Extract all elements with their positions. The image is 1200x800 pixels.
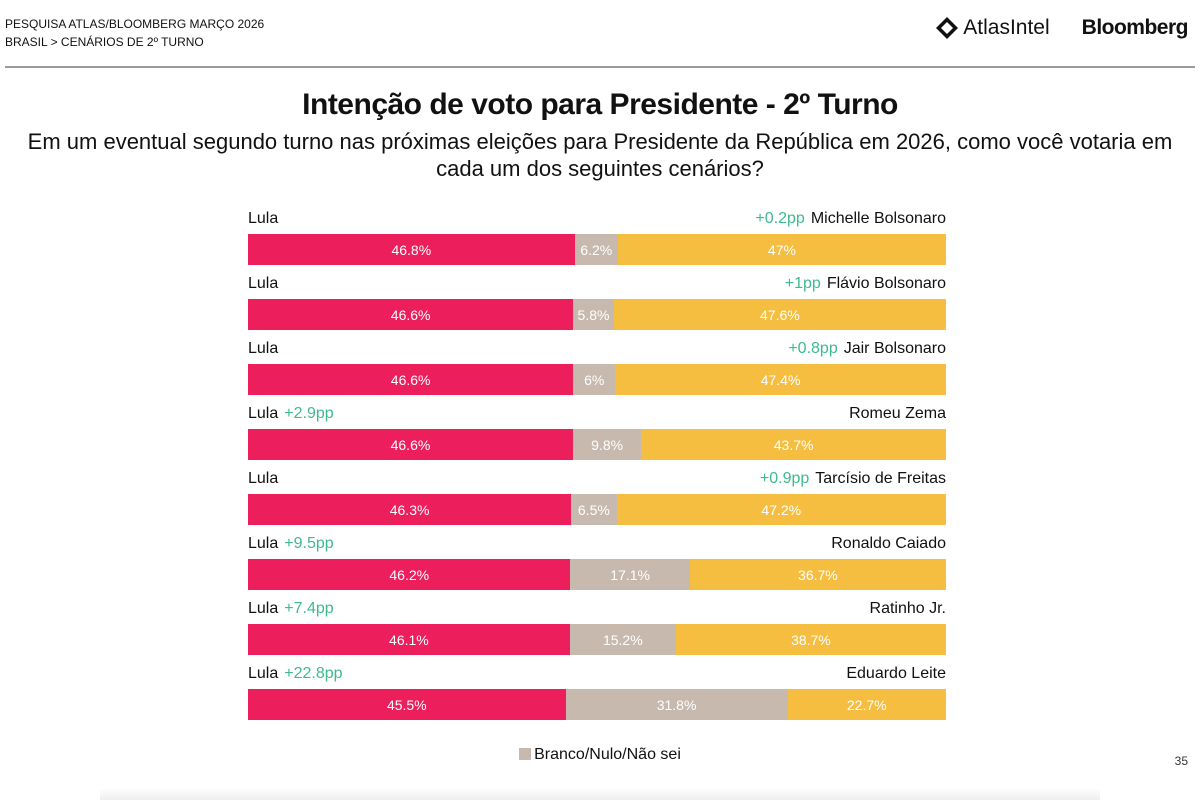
chart-subtitle: Em um eventual segundo turno nas próxima…	[27, 129, 1173, 181]
left-candidate: Lula +2.9pp	[248, 403, 340, 425]
bar-segment-lula: 46.6%	[248, 364, 574, 395]
bar-segment-blank: 6.2%	[574, 234, 618, 265]
stacked-bar: 45.5% 31.8% 22.7%	[248, 689, 946, 720]
right-candidate: +1pp Flávio Bolsonaro	[779, 273, 946, 295]
page-number: 35	[1174, 754, 1188, 768]
right-candidate: +0.9pp Tarcísio de Freitas	[754, 468, 946, 490]
scenario-row: Lula +2.9pp Romeu Zema 46.6% 9.8% 43.7%	[248, 403, 946, 463]
bottom-shadow	[100, 788, 1100, 800]
right-candidate: Romeu Zema	[849, 403, 946, 425]
logos: AtlasIntel Bloomberg	[935, 16, 1189, 40]
right-candidate: Ratinho Jr.	[870, 598, 946, 620]
breadcrumb: BRASIL > CENÁRIOS DE 2º TURNO	[5, 35, 204, 49]
right-candidate-name: Ratinho Jr.	[869, 600, 946, 617]
right-candidate-name: Flávio Bolsonaro	[826, 275, 946, 292]
stacked-bar: 46.3% 6.5% 47.2%	[248, 494, 946, 525]
right-candidate-name: Ronaldo Caiado	[831, 535, 946, 552]
scenario-row: Lula +0.9pp Tarcísio de Freitas 46.3% 6.5% 4…	[248, 468, 946, 528]
right-candidate-name: Romeu Zema	[849, 405, 946, 422]
atlasintel-logo: AtlasIntel	[935, 16, 1050, 40]
bar-segment-lula: 46.3%	[248, 494, 572, 525]
legend-label: Branco/Nulo/Não sei	[534, 746, 681, 763]
right-candidate-name: Eduardo Leite	[846, 665, 946, 682]
left-candidate: Lula +22.8pp	[248, 663, 349, 685]
left-candidate-name: Lula	[248, 535, 279, 552]
left-candidate: Lula	[248, 208, 278, 230]
bar-segment-opponent: 47%	[617, 234, 946, 265]
scenario-row: Lula +1pp Flávio Bolsonaro 46.6% 5.8% 47.6%	[248, 273, 946, 333]
left-candidate-name: Lula	[248, 275, 279, 292]
left-candidate-name: Lula	[248, 470, 279, 487]
survey-title: PESQUISA ATLAS/BLOOMBERG MARÇO 2026	[5, 17, 265, 31]
bar-segment-blank: 6%	[573, 364, 616, 395]
lead-label: +0.2pp	[755, 210, 805, 227]
bar-segment-lula: 46.2%	[248, 559, 571, 590]
right-candidate-name: Michelle Bolsonaro	[810, 210, 946, 227]
lead-label: +1pp	[784, 275, 821, 292]
left-candidate-name: Lula	[248, 405, 279, 422]
legend-swatch-blank	[519, 748, 532, 760]
lead-label: +7.4pp	[284, 600, 334, 617]
atlasintel-logo-icon	[936, 17, 959, 39]
lead-label: +22.8pp	[284, 665, 343, 682]
bar-segment-opponent: 47.2%	[616, 494, 946, 525]
stacked-bar: 46.2% 17.1% 36.7%	[248, 559, 946, 590]
bar-segment-lula: 46.6%	[248, 299, 574, 330]
stacked-bar: 46.8% 6.2% 47%	[248, 234, 946, 265]
right-candidate: Eduardo Leite	[846, 663, 946, 685]
right-candidate-name: Tarcísio de Freitas	[815, 470, 946, 487]
bar-segment-blank: 6.5%	[571, 494, 617, 525]
bar-segment-lula: 46.8%	[248, 234, 575, 265]
bar-segment-blank: 9.8%	[572, 429, 642, 460]
bar-segment-blank: 15.2%	[569, 624, 676, 655]
bar-segment-opponent: 22.7%	[787, 689, 946, 720]
stacked-bar: 46.6% 5.8% 47.6%	[248, 299, 946, 330]
lead-label: +0.9pp	[759, 470, 810, 487]
bar-segment-opponent: 36.7%	[689, 559, 946, 590]
legend: Branco/Nulo/Não sei	[0, 746, 1200, 764]
left-candidate: Lula +9.5pp	[248, 533, 340, 555]
scenario-row: Lula +0.2pp Michelle Bolsonaro 46.8% 6.2% 47…	[248, 208, 946, 268]
right-candidate: +0.8pp Jair Bolsonaro	[782, 338, 946, 360]
lead-label: +0.8pp	[788, 340, 838, 357]
header-divider	[5, 66, 1195, 68]
left-candidate-name: Lula	[248, 665, 279, 682]
bar-segment-lula: 46.1%	[248, 624, 570, 655]
right-candidate-name: Jair Bolsonaro	[843, 340, 946, 357]
left-candidate: Lula	[248, 273, 278, 295]
scenario-row: Lula +9.5pp Ronaldo Caiado 46.2% 17.1% 36.7%	[248, 533, 946, 593]
survey-header: PESQUISA ATLAS/BLOOMBERG MARÇO 2026 BRAS…	[5, 15, 264, 51]
chart-title: Intenção de voto para Presidente - 2º Tu…	[302, 88, 898, 121]
lead-label: +2.9pp	[284, 405, 334, 422]
scenario-row: Lula +7.4pp Ratinho Jr. 46.1% 15.2% 38.7%	[248, 598, 946, 658]
bar-segment-opponent: 38.7%	[675, 624, 946, 655]
scenario-row: Lula +22.8pp Eduardo Leite 45.5% 31.8% 22.7%	[248, 663, 946, 723]
bar-segment-lula: 46.6%	[248, 429, 573, 460]
bar-segment-lula: 45.5%	[248, 689, 566, 720]
bar-segment-blank: 5.8%	[573, 299, 614, 330]
left-candidate-name: Lula	[248, 600, 279, 617]
right-candidate: Ronaldo Caiado	[831, 533, 946, 555]
left-candidate: Lula	[248, 338, 278, 360]
scenario-row: Lula +0.8pp Jair Bolsonaro 46.6% 6% 47.4%	[248, 338, 946, 398]
left-candidate: Lula +7.4pp	[248, 598, 340, 620]
left-candidate-name: Lula	[248, 210, 279, 227]
stacked-bar: 46.6% 9.8% 43.7%	[248, 429, 946, 460]
stacked-bar: 46.1% 15.2% 38.7%	[248, 624, 946, 655]
bar-segment-blank: 31.8%	[565, 689, 788, 720]
bar-segment-opponent: 43.7%	[641, 429, 946, 460]
left-candidate-name: Lula	[248, 340, 279, 357]
bar-segment-opponent: 47.4%	[615, 364, 946, 395]
right-candidate: +0.2pp Michelle Bolsonaro	[749, 208, 946, 230]
bar-segment-opponent: 47.6%	[613, 299, 946, 330]
stacked-bar: 46.6% 6% 47.4%	[248, 364, 946, 395]
bar-segment-blank: 17.1%	[570, 559, 690, 590]
bloomberg-logo: Bloomberg	[1081, 16, 1189, 39]
left-candidate: Lula	[248, 468, 278, 490]
lead-label: +9.5pp	[284, 535, 334, 552]
atlasintel-logo-text: AtlasIntel	[963, 16, 1050, 39]
